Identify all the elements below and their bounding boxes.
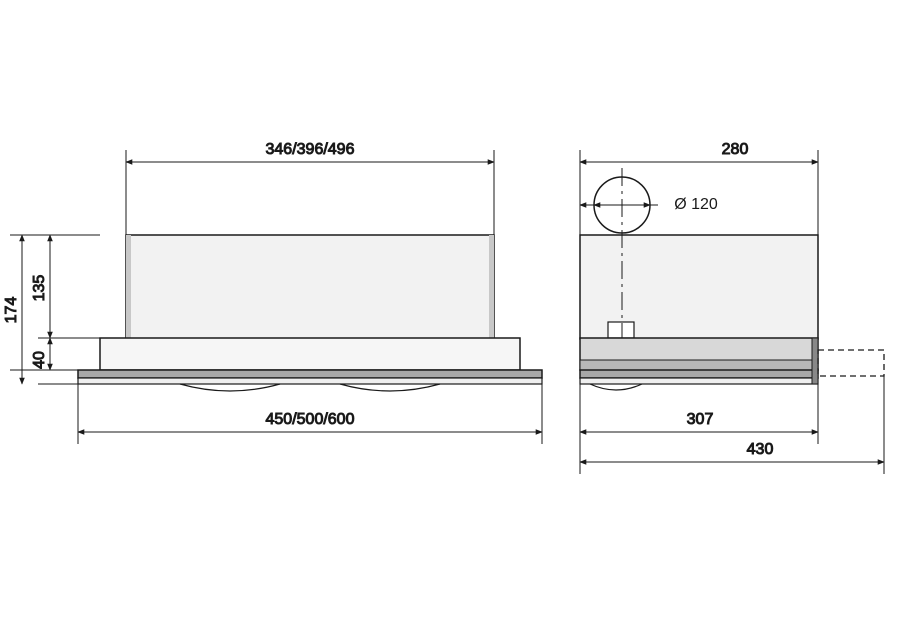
side-lamp: [590, 384, 642, 390]
front-upper-edge-r: [489, 235, 494, 339]
side-view: Ø 120: [580, 168, 884, 390]
side-base: [580, 370, 818, 378]
dim-174: 174: [3, 297, 20, 324]
front-upper-edge-l: [126, 235, 131, 339]
front-view: [78, 235, 542, 391]
front-upper-body: [126, 235, 494, 339]
dim-307: 307: [687, 411, 714, 428]
side-trim: [580, 378, 818, 384]
front-trim: [78, 378, 542, 384]
front-base: [78, 370, 542, 378]
side-front-edge: [812, 338, 818, 384]
dim-280: 280: [722, 141, 749, 158]
dim-135: 135: [31, 275, 48, 302]
front-plate: [100, 338, 520, 370]
front-lamp-right: [340, 384, 440, 391]
dim-front-top: 346/396/496: [266, 141, 355, 158]
side-plate-sub: [580, 360, 818, 370]
front-lamp-left: [180, 384, 280, 391]
dim-40: 40: [31, 351, 48, 369]
dim-430: 430: [747, 441, 774, 458]
side-pullout: [818, 350, 884, 376]
side-notch: [608, 322, 634, 338]
dim-diameter: Ø 120: [674, 196, 718, 213]
dim-front-bottom: 450/500/600: [266, 411, 355, 428]
